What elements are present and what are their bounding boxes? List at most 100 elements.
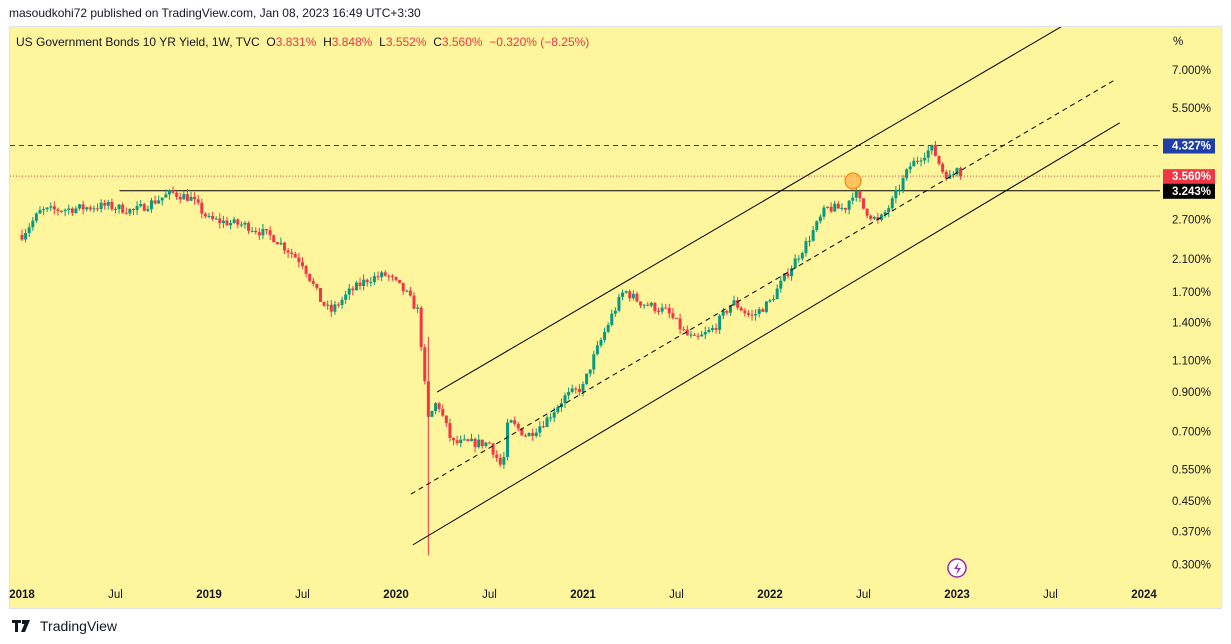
- candle-up: [477, 439, 481, 448]
- candle-up: [139, 204, 143, 207]
- candle-down: [941, 163, 945, 172]
- low-value: 3.552%: [385, 35, 427, 49]
- candle-down: [915, 160, 919, 162]
- candle-up: [250, 230, 254, 232]
- tradingview-logo-icon: [12, 620, 30, 632]
- x-tick-label: 2024: [1131, 589, 1157, 601]
- candle-down: [412, 295, 416, 309]
- lightning-event-icon[interactable]: [947, 558, 967, 578]
- candle-down: [667, 307, 671, 314]
- candle-down: [746, 313, 750, 315]
- candle-down: [786, 273, 790, 277]
- y-tick-label: 0.370%: [1172, 527, 1211, 539]
- footer: TradingView: [12, 618, 117, 634]
- candle-up: [689, 334, 693, 336]
- candle-down: [448, 423, 452, 438]
- candle-down: [437, 403, 441, 410]
- candle-down: [959, 168, 963, 177]
- chart-area[interactable]: [9, 26, 1222, 609]
- candle-up: [660, 307, 664, 312]
- candle-down: [836, 203, 840, 209]
- candle-up: [347, 288, 351, 295]
- candle-down: [761, 309, 765, 312]
- candle-down: [20, 234, 24, 240]
- candle-down: [110, 201, 114, 210]
- candle-down: [171, 190, 175, 193]
- candle-up: [732, 300, 736, 306]
- candle-up: [610, 313, 614, 325]
- candle-up: [901, 178, 905, 190]
- candle-up: [606, 324, 610, 332]
- candle-down: [358, 282, 362, 287]
- candle-down: [304, 266, 308, 274]
- candle-up: [502, 457, 506, 465]
- candle-down: [401, 282, 405, 292]
- candle-up: [182, 194, 186, 200]
- candle-down: [682, 329, 686, 331]
- candle-up: [484, 442, 488, 446]
- candle-up: [214, 218, 218, 220]
- candle-up: [221, 220, 225, 224]
- candle-down: [311, 280, 315, 284]
- candle-down: [520, 428, 524, 436]
- candle-up: [106, 201, 110, 206]
- candle-down: [480, 439, 484, 446]
- candle-up: [804, 241, 808, 254]
- change-value: −0.320% (−8.25%): [489, 35, 590, 49]
- candle-up: [261, 228, 265, 236]
- candle-down: [452, 437, 456, 441]
- candle-down: [52, 206, 56, 210]
- candle-down: [725, 310, 729, 313]
- candle-down: [60, 211, 64, 213]
- candle-up: [160, 197, 164, 201]
- candle-down: [96, 208, 100, 210]
- candle-up: [157, 200, 161, 204]
- candle-up: [930, 144, 934, 151]
- candle-up: [951, 174, 955, 176]
- candle-up: [563, 395, 567, 404]
- candle-down: [657, 310, 661, 312]
- candle-up: [31, 220, 35, 228]
- candle-up: [854, 190, 858, 198]
- candle-up: [232, 219, 236, 224]
- candle-up: [42, 209, 46, 211]
- candle-down: [876, 217, 880, 220]
- candle-up: [642, 304, 646, 306]
- candle-down: [678, 318, 682, 330]
- trend-line-solid: [412, 122, 1120, 546]
- candle-down: [88, 207, 92, 210]
- candle-down: [865, 208, 869, 216]
- y-tick-label: 0.300%: [1172, 560, 1211, 572]
- candle-up: [847, 200, 851, 210]
- candle-down: [692, 334, 696, 336]
- candle-down: [254, 230, 258, 233]
- candle-up: [552, 412, 556, 418]
- candle-down: [858, 190, 862, 199]
- candle-up: [800, 253, 804, 259]
- candle-up: [279, 242, 283, 245]
- x-tick-label: 2023: [944, 589, 970, 601]
- candle-up: [768, 300, 772, 302]
- x-tick-label: Jul: [482, 589, 497, 601]
- candle-up: [793, 258, 797, 269]
- candle-down: [394, 277, 398, 280]
- candle-up: [24, 232, 28, 240]
- candle-up: [567, 391, 571, 396]
- chart-legend: US Government Bonds 10 YR Yield, 1W, TVC…: [16, 35, 589, 49]
- candle-up: [380, 272, 384, 278]
- candle-down: [301, 262, 304, 267]
- candle-down: [495, 454, 499, 458]
- close-value: 3.560%: [441, 35, 483, 49]
- y-tick-label: 7.000%: [1172, 65, 1211, 77]
- candle-up: [613, 310, 617, 314]
- candle-down: [131, 208, 135, 211]
- candle-up: [434, 403, 438, 411]
- candle-down: [750, 314, 754, 316]
- candle-up: [592, 354, 596, 370]
- price-label-badge: [1163, 183, 1215, 199]
- candle-up: [797, 258, 801, 260]
- candle-up: [879, 214, 883, 220]
- candle-up: [167, 190, 171, 195]
- candle-up: [459, 439, 463, 444]
